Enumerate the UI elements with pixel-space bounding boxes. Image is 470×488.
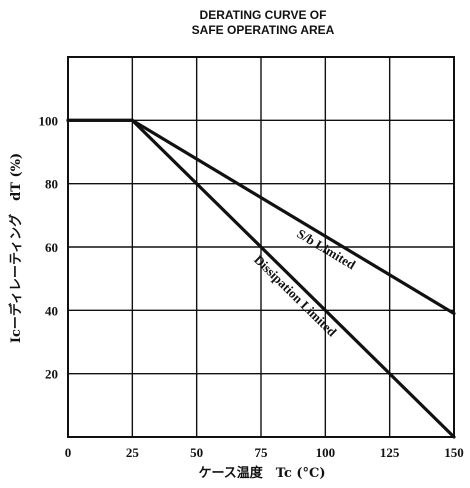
y-tick-label: 100 — [39, 113, 59, 128]
x-tick-labels: 0 25 50 75 100 125 150 — [65, 445, 464, 460]
y-tick-labels: 20 40 60 80 100 — [39, 113, 59, 381]
y-tick-label: 20 — [45, 367, 58, 382]
chart-title-line-1: DERATING CURVE OF — [200, 8, 327, 22]
x-tick-label: 125 — [380, 445, 400, 460]
y-tick-label: 80 — [45, 177, 58, 192]
x-tick-label: 50 — [190, 445, 203, 460]
x-axis-label: ケース温度 Tc (°C) — [198, 465, 325, 481]
x-tick-label: 25 — [126, 445, 140, 460]
series-label-1: Dissipation Limited — [251, 252, 340, 340]
plot-frame — [67, 56, 455, 438]
y-tick-label: 60 — [45, 240, 58, 255]
x-tick-label: 150 — [444, 445, 464, 460]
series-line-1 — [66, 118, 456, 439]
x-tick-label: 0 — [65, 445, 72, 460]
grid-lines — [68, 57, 454, 437]
y-tick-label: 40 — [45, 303, 58, 318]
y-axis-label: Icーディレーティング dT (%) — [8, 153, 24, 343]
chart-title-line-2: SAFE OPERATING AREA — [192, 23, 335, 37]
x-tick-label: 100 — [316, 445, 336, 460]
x-tick-label: 75 — [255, 445, 269, 460]
